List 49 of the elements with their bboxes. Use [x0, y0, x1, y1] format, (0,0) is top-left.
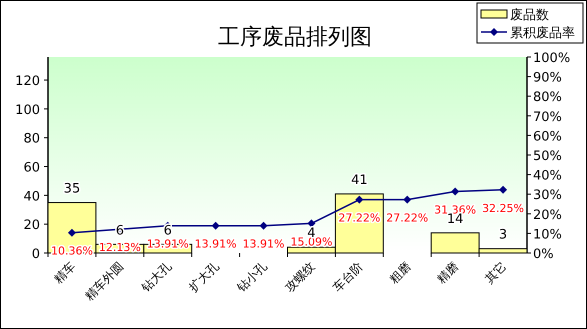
y2-tick-label: 60% [533, 129, 562, 144]
y-tick-label: 40 [23, 189, 40, 204]
x-tick-label: 钻小孔 [234, 259, 270, 296]
x-tick-label: 扩大孔 [186, 259, 222, 295]
x-tick-label: 精磨 [434, 259, 462, 286]
x-tick-label: 车台阶 [330, 259, 366, 295]
point [307, 219, 316, 228]
y2-tick-label: 10% [533, 227, 562, 242]
data-label: 13.91% [242, 238, 285, 251]
data-label: 41 [351, 172, 368, 188]
legend-label: 累积废品率 [510, 25, 575, 41]
point [355, 196, 364, 204]
legend-label: 废品数 [510, 8, 549, 23]
data-label: 27.22% [338, 212, 380, 225]
chart-title: 工序废品排列图 [218, 25, 372, 50]
x-tick-label: 精车外圆 [82, 259, 126, 304]
y-tick-label: 0 [32, 247, 40, 262]
x-tick-label: 粗磨 [386, 259, 414, 286]
data-label: 27.22% [386, 212, 428, 225]
x-tick-label: 其它 [482, 259, 510, 286]
y2-tick-label: 100% [533, 51, 570, 66]
x-tick-label: 钻大孔 [138, 259, 174, 296]
x-tick-label: 精车 [51, 259, 78, 286]
data-label: 13.91% [194, 238, 237, 251]
y-tick-label: 100 [15, 102, 40, 118]
point [451, 188, 460, 196]
y-tick-label: 20 [23, 218, 40, 234]
point [260, 222, 268, 230]
point [212, 222, 220, 230]
point [403, 196, 412, 204]
y-tick-label: 120 [15, 74, 40, 90]
x-tick-label: 攻螺纹 [282, 259, 318, 295]
y2-tick-label: 0% [533, 247, 554, 262]
data-label: 32.25% [482, 202, 524, 215]
y2-tick-label: 50% [533, 149, 562, 164]
y2-tick-label: 40% [533, 168, 562, 184]
y2-tick-label: 30% [533, 188, 562, 204]
y-tick-label: 60 [23, 160, 40, 176]
data-label: 3 [498, 228, 508, 243]
data-label: 12.13% [98, 241, 141, 254]
point [499, 186, 508, 194]
point [68, 228, 76, 237]
y-tick-label: 80 [23, 132, 40, 147]
data-label: 35 [64, 182, 80, 197]
y2-tick-label: 20% [533, 208, 562, 223]
y2-tick-label: 80% [533, 90, 562, 106]
data-label: 6 [164, 223, 172, 238]
y2-tick-label: 90% [533, 70, 562, 86]
y2-tick-label: 70% [533, 110, 562, 125]
